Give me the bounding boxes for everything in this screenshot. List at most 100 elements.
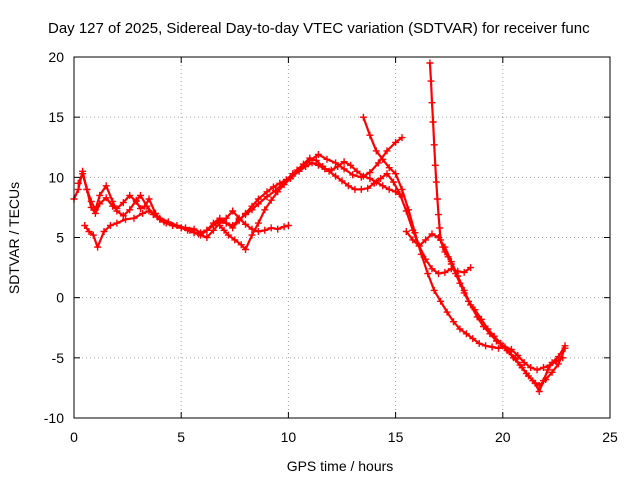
data-point bbox=[222, 214, 230, 222]
x-tick-label: 10 bbox=[281, 429, 297, 445]
data-point bbox=[383, 170, 391, 178]
data-point bbox=[284, 222, 292, 229]
data-point bbox=[143, 202, 151, 210]
data-point bbox=[437, 297, 445, 305]
y-tick-label: 0 bbox=[56, 290, 64, 306]
data-point bbox=[130, 214, 138, 222]
x-tick-label: 25 bbox=[602, 429, 618, 445]
data-point bbox=[450, 318, 457, 326]
data-point bbox=[533, 366, 541, 374]
data-point bbox=[402, 228, 410, 235]
data-series bbox=[70, 59, 569, 395]
data-point bbox=[357, 185, 365, 193]
series-track-1 bbox=[70, 158, 406, 239]
data-point bbox=[488, 343, 496, 351]
data-point bbox=[424, 270, 432, 278]
data-point bbox=[366, 169, 374, 176]
data-point bbox=[242, 220, 249, 228]
data-point bbox=[340, 165, 348, 173]
data-point bbox=[372, 147, 380, 155]
data-point bbox=[454, 272, 462, 280]
data-point bbox=[220, 226, 228, 234]
data-point bbox=[160, 218, 168, 226]
data-point bbox=[280, 181, 288, 189]
data-point bbox=[473, 313, 481, 321]
data-point bbox=[392, 170, 400, 178]
data-point bbox=[323, 155, 331, 163]
y-tick-label: 10 bbox=[48, 169, 64, 185]
x-tick-label: 20 bbox=[495, 429, 511, 445]
data-point bbox=[231, 236, 239, 244]
data-point bbox=[366, 175, 374, 182]
data-point bbox=[349, 171, 357, 179]
data-point bbox=[467, 301, 475, 309]
data-point bbox=[89, 231, 97, 239]
data-point bbox=[499, 342, 507, 350]
data-point bbox=[91, 206, 99, 214]
data-point bbox=[432, 178, 440, 186]
data-point bbox=[385, 185, 393, 193]
data-point bbox=[332, 172, 340, 180]
data-point bbox=[263, 193, 271, 201]
data-point bbox=[126, 191, 134, 199]
data-point bbox=[398, 185, 406, 193]
data-point bbox=[555, 360, 562, 368]
data-point bbox=[435, 211, 442, 219]
data-point bbox=[254, 228, 262, 235]
data-point bbox=[540, 377, 547, 385]
data-point bbox=[392, 138, 400, 146]
data-point bbox=[385, 164, 393, 172]
data-point bbox=[132, 196, 140, 204]
data-point bbox=[544, 366, 552, 374]
y-axis-label: SDTVAR / TECUs bbox=[6, 182, 22, 294]
data-point bbox=[359, 113, 367, 121]
data-point bbox=[379, 155, 387, 163]
data-point bbox=[254, 200, 262, 208]
data-point bbox=[94, 243, 102, 251]
data-point bbox=[242, 246, 249, 253]
data-point bbox=[456, 325, 464, 333]
data-point bbox=[505, 348, 513, 356]
data-point bbox=[229, 222, 237, 229]
data-point bbox=[390, 178, 397, 186]
data-point bbox=[274, 188, 282, 196]
data-point bbox=[332, 159, 340, 167]
data-point bbox=[119, 199, 127, 207]
data-point bbox=[261, 206, 269, 214]
data-point bbox=[428, 230, 436, 238]
data-point bbox=[460, 268, 468, 276]
data-point bbox=[518, 364, 526, 371]
data-point bbox=[561, 342, 569, 350]
data-point bbox=[237, 241, 245, 249]
data-point bbox=[520, 359, 528, 367]
data-point bbox=[145, 195, 153, 203]
data-point bbox=[555, 353, 562, 361]
data-point bbox=[426, 59, 434, 67]
data-point bbox=[242, 211, 249, 219]
series-line bbox=[362, 116, 564, 371]
data-point bbox=[203, 226, 211, 234]
data-point bbox=[405, 206, 412, 214]
y-tick-label: 20 bbox=[48, 49, 64, 65]
data-point bbox=[267, 196, 275, 204]
data-point bbox=[531, 379, 539, 387]
series-line bbox=[218, 157, 472, 275]
data-point bbox=[435, 270, 442, 278]
data-point bbox=[383, 147, 391, 155]
data-point bbox=[422, 236, 430, 244]
data-point bbox=[377, 175, 385, 182]
data-point bbox=[119, 212, 127, 220]
series-track-6 bbox=[426, 59, 569, 389]
y-tick-label: -5 bbox=[52, 350, 65, 366]
data-point bbox=[347, 161, 355, 169]
data-point bbox=[374, 159, 382, 167]
data-point bbox=[527, 364, 535, 371]
series-line bbox=[428, 61, 567, 387]
data-point bbox=[548, 368, 556, 376]
data-point bbox=[126, 206, 134, 214]
data-point bbox=[467, 264, 475, 272]
data-point bbox=[492, 337, 500, 345]
data-point bbox=[85, 228, 93, 235]
data-point bbox=[441, 268, 449, 276]
